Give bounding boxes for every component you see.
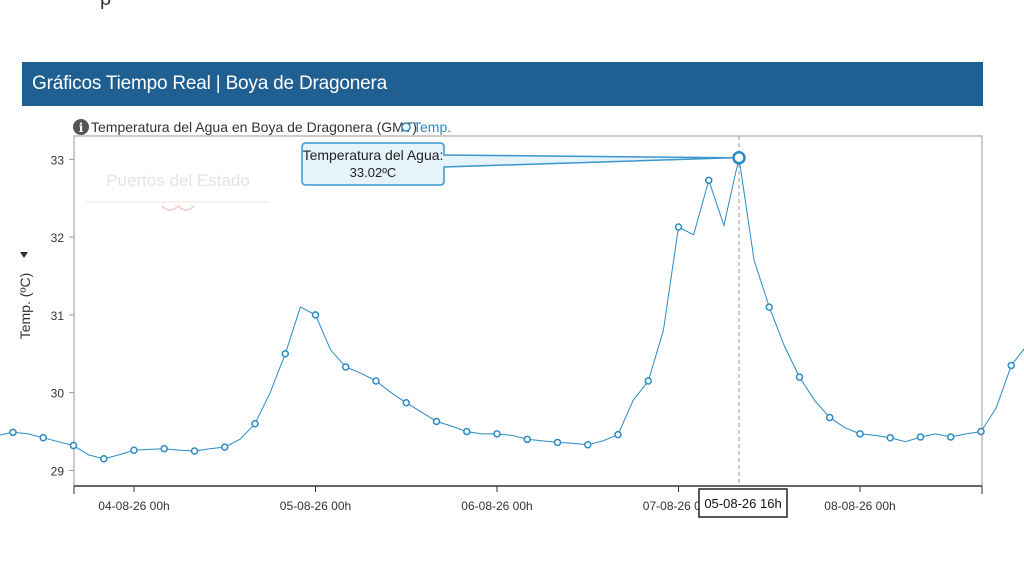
y-tick-label: 33 (51, 153, 65, 167)
y-tick-label: 31 (51, 309, 65, 323)
header-bar: Gráficos Tiempo Real | Boya de Dragonera (22, 62, 983, 106)
data-point[interactable] (1007, 361, 1015, 370)
hover-point-marker[interactable] (732, 151, 746, 165)
x-tick-label: 06-08-26 00h (461, 499, 532, 513)
tooltip-label: Temperatura del Agua: (303, 147, 444, 163)
x-axis-tooltip-label: 05-08-26 16h (704, 496, 781, 511)
legend-label: Temp. (413, 119, 451, 135)
data-point[interactable] (342, 363, 350, 371)
data-point[interactable] (765, 303, 773, 311)
x-tick-label: 08-08-26 00h (824, 499, 895, 513)
x-axis-tooltip: 05-08-26 16h (698, 488, 788, 518)
data-point[interactable] (674, 223, 683, 231)
data-point[interactable] (523, 435, 531, 444)
chart-title: Temperatura del Agua en Boya de Dragoner… (91, 119, 417, 135)
x-tick-label: 07-08-26 00h (643, 499, 714, 513)
x-tick-label: 05-08-26 00h (280, 499, 351, 513)
watermark-text: Puertos del Estado (106, 171, 250, 190)
data-point[interactable] (402, 399, 410, 407)
data-point[interactable] (856, 430, 864, 438)
y-tick-label: 29 (51, 464, 65, 478)
y-axis-label: Temp. (ºC) (17, 273, 33, 340)
data-point[interactable] (190, 447, 199, 455)
temperature-chart: i Temperatura del Agua en Boya de Dragon… (0, 119, 1024, 518)
data-point[interactable] (493, 430, 501, 438)
data-point[interactable] (705, 176, 713, 185)
data-point[interactable] (916, 433, 925, 441)
watermark-logo-icon (161, 204, 195, 211)
y-axis-ticks: 29 30 31 32 33 (51, 153, 74, 478)
data-point[interactable] (584, 441, 592, 449)
data-point[interactable] (432, 417, 441, 426)
x-axis: 04-08-26 00h 05-08-26 00h 06-08-26 00h 07-0… (73, 485, 983, 513)
y-tick-label: 30 (51, 387, 65, 401)
data-point[interactable] (69, 441, 78, 450)
top-text-fragment: p (100, 0, 111, 11)
tooltip-box (301, 142, 734, 186)
data-point[interactable] (826, 413, 834, 422)
data-point[interactable] (795, 373, 804, 381)
x-axis-tooltip-box (698, 488, 788, 518)
y-tick-label: 32 (51, 231, 65, 245)
data-point[interactable] (160, 444, 168, 453)
page-title: Gráficos Tiempo Real | Boya de Dragonera (32, 73, 387, 94)
data-point[interactable] (644, 377, 652, 385)
series-line-temp (0, 157, 1024, 460)
series-markers (9, 154, 1015, 463)
data-point[interactable] (281, 350, 289, 358)
data-point[interactable] (9, 428, 17, 437)
data-point[interactable] (977, 427, 985, 436)
data-point[interactable] (614, 430, 622, 439)
y-axis-menu-icon[interactable] (20, 252, 28, 258)
legend-item-temp[interactable]: Temp. (401, 119, 451, 135)
tooltip-value: 33.02ºC (350, 165, 397, 180)
legend-marker (401, 122, 411, 132)
info-icon[interactable]: i (73, 119, 89, 135)
data-point[interactable] (886, 434, 894, 442)
x-tick-label: 04-08-26 00h (98, 499, 169, 513)
data-point[interactable] (463, 427, 471, 436)
data-point[interactable] (39, 434, 47, 442)
data-point[interactable] (251, 420, 259, 428)
data-point[interactable] (372, 377, 380, 385)
svg-text:i: i (79, 121, 84, 135)
data-point[interactable] (553, 438, 562, 447)
data-point[interactable] (221, 443, 229, 451)
tooltip: Temperatura del Agua: 33.02ºC (301, 142, 734, 186)
data-point[interactable] (130, 446, 138, 454)
data-point[interactable] (100, 455, 108, 463)
data-point[interactable] (311, 311, 320, 319)
data-point[interactable] (947, 433, 955, 441)
